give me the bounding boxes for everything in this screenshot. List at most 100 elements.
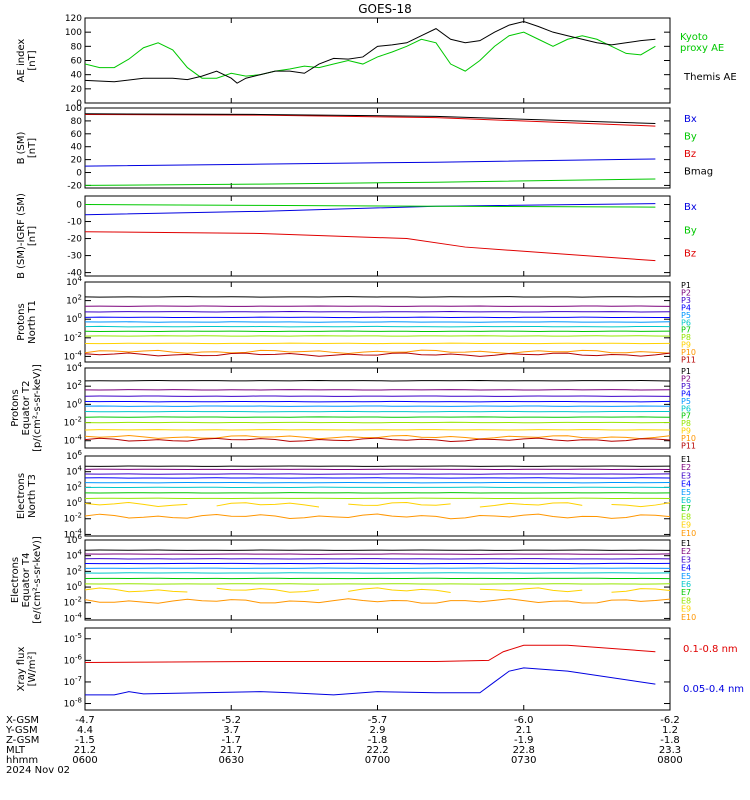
- footer-value: -5.2: [221, 715, 241, 726]
- legend-label: E7: [681, 588, 691, 597]
- series-line: [85, 204, 656, 208]
- legend-label: By: [684, 132, 697, 143]
- series-group: [85, 296, 670, 357]
- series-line: [85, 203, 656, 216]
- footer-row-label: Z-GSM: [6, 735, 39, 746]
- y-tick-label: 10-5: [64, 632, 82, 645]
- footer-value: 23.3: [659, 745, 681, 756]
- y-tick-label: 60: [71, 57, 83, 67]
- y-tick-label: 106: [66, 533, 82, 546]
- series-line: [611, 502, 670, 508]
- series-line: [348, 502, 451, 506]
- footer-value: 21.2: [74, 745, 96, 756]
- footer-value: 0630: [219, 755, 244, 766]
- series-line: [611, 588, 670, 593]
- legend-label: E10: [681, 613, 696, 622]
- y-axis-label: AE index: [16, 39, 27, 83]
- y-tick-label: 60: [71, 130, 83, 140]
- y-axis-label: [e/(cm²-s-sr-keV)]: [32, 536, 43, 624]
- series-line: [85, 231, 656, 262]
- series-group: [85, 21, 656, 84]
- legend-label: proxy AE: [680, 43, 724, 54]
- y-axis-label: B (SM): [16, 131, 27, 164]
- legend-label: Kyoto: [680, 32, 708, 43]
- footer-value: 0730: [511, 755, 536, 766]
- panel-frame: [84, 17, 671, 104]
- series-line: [348, 587, 451, 593]
- y-tick-label: 80: [71, 42, 83, 52]
- panel-pt2: 10-4 10-2 100 102 104 Protons Equator T2 [p/(cm…: [10, 361, 696, 452]
- legend-label: E9: [681, 521, 691, 530]
- legend-label: E2: [681, 463, 691, 472]
- y-tick-label: 104: [66, 275, 82, 288]
- legend-label: P9: [681, 427, 691, 436]
- series-line: [216, 502, 320, 508]
- y-axis-label: [nT]: [27, 226, 38, 246]
- y-tick-label: 40: [71, 143, 83, 153]
- legend-label: E8: [681, 596, 691, 605]
- y-tick-label: 120: [65, 14, 82, 24]
- y-tick-label: 104: [66, 361, 82, 374]
- footer-value: -4.7: [75, 715, 95, 726]
- y-tick-label: 10-4: [64, 527, 83, 540]
- y-axis-label: North T1: [27, 300, 38, 344]
- legend-label: By: [684, 225, 697, 236]
- footer-row-label: hhmm: [6, 755, 38, 766]
- y-axis-label: Equator T2: [21, 381, 32, 436]
- y-tick-label: 10-6: [64, 653, 83, 666]
- y-tick-label: -10: [67, 218, 82, 228]
- y-axis-label: [nT]: [27, 138, 38, 158]
- footer-value: -6.0: [514, 715, 534, 726]
- legend-label: E3: [681, 555, 691, 564]
- y-tick-label: 100: [65, 104, 82, 114]
- panel-pt1: 10-4 10-2 100 102 104 Protons North T1 P1P2P3P4…: [16, 275, 696, 365]
- series-line: [85, 667, 656, 696]
- y-tick-label: 100: [66, 312, 82, 325]
- y-axis-label: [nT]: [27, 50, 38, 70]
- y-tick-label: 0: [76, 99, 82, 109]
- panel-frame: [84, 367, 671, 449]
- legend-label: Bx: [684, 114, 697, 125]
- series-line: [85, 113, 656, 124]
- y-axis-label: [W/m²]: [27, 651, 38, 686]
- legend-label: Bmag: [684, 167, 713, 178]
- y-tick-label: 80: [71, 117, 83, 127]
- series-group: [85, 549, 670, 604]
- legend-label: E7: [681, 504, 691, 513]
- series-group: [85, 465, 670, 520]
- y-axis-label: Equator T4: [21, 553, 32, 608]
- footer-value: 21.7: [220, 745, 242, 756]
- panel-bsm: -20 0 20 40 60 80 100 B (SM) [nT] Bx By Bz Bmag: [16, 104, 713, 191]
- y-tick-label: 104: [66, 549, 82, 562]
- series-line: [85, 178, 656, 186]
- footer-value: 4.4: [77, 725, 93, 736]
- legend-label: P11: [681, 442, 696, 451]
- legend-label: P10: [681, 348, 696, 357]
- legend-label: Bz: [684, 249, 696, 260]
- legend-label: P5: [681, 397, 691, 406]
- legend-label: E9: [681, 605, 691, 614]
- footer-value: -1.7: [221, 735, 241, 746]
- legend-label: P1: [681, 281, 691, 290]
- footer-value: 2.9: [370, 725, 386, 736]
- legend-label: P10: [681, 434, 696, 443]
- footer-value: -1.5: [75, 735, 95, 746]
- legend-label: E4: [681, 480, 691, 489]
- legend-label: P9: [681, 341, 691, 350]
- legend-label: P11: [681, 356, 696, 365]
- y-tick-label: 0: [76, 169, 82, 179]
- panel-et4: 10-4 10-2 100 102 104 106 Electrons Equator T4[…: [10, 533, 696, 624]
- y-tick-label: -40: [67, 269, 82, 279]
- y-tick-label: 10-7: [64, 675, 82, 688]
- legend-label: P5: [681, 311, 691, 320]
- footer-value: -1.8: [660, 735, 680, 746]
- legend-label: E6: [681, 580, 691, 589]
- panel-xray: 10-8 10-7 10-6 10-5 Xray flux [W/m²] 0.1-0.8 n…: [16, 627, 744, 711]
- panel-frame: [84, 455, 671, 537]
- legend-label: E4: [681, 564, 691, 573]
- y-tick-label: 102: [66, 294, 82, 307]
- y-tick-label: 102: [66, 379, 82, 392]
- footer-value: 0600: [72, 755, 97, 766]
